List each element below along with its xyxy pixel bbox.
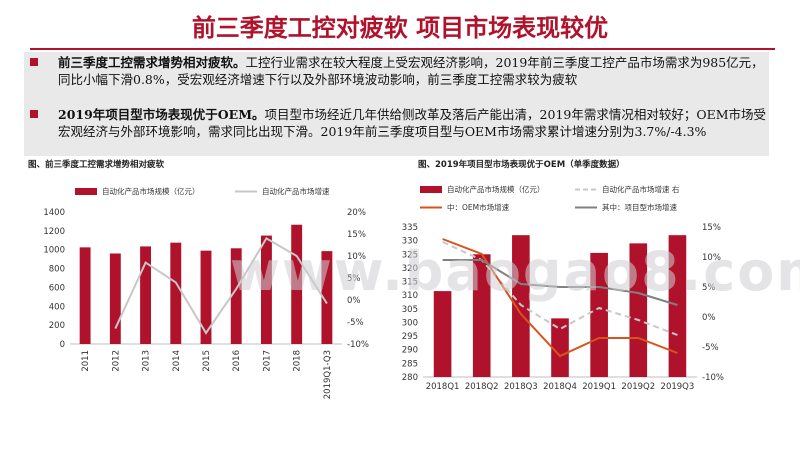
chart-2: 280 285 290 295 300 305 310 315 320 325 330 335 -10%…: [402, 184, 724, 392]
x-tick-label: 2016: [232, 350, 242, 372]
x-tick-label: 2013: [142, 350, 152, 372]
y-tick-label-left: 305: [402, 305, 418, 315]
x-tick-label: 2018Q4: [543, 382, 577, 392]
x-tick-label: 2011: [81, 350, 91, 372]
y-tick-label-left: 280: [402, 373, 418, 383]
x-tick-label: 2018Q1: [426, 382, 460, 392]
x-tick-label: 2018Q3: [504, 382, 538, 392]
bar: [170, 242, 182, 344]
y-tick-label-left: 320: [402, 264, 418, 274]
legend-label: 自动化产品市场规模（亿元）: [447, 184, 545, 194]
bullet-lead: 2019年项目型市场表现优于OEM。: [58, 107, 265, 122]
bar: [140, 246, 151, 344]
y-tick-label-right: -10%: [347, 340, 369, 350]
y-tick-label-right: -10%: [702, 373, 724, 383]
y-tick-label-left: 335: [402, 223, 418, 233]
y-tick-label-right: -5%: [702, 343, 719, 353]
bar: [590, 252, 608, 377]
bar: [79, 247, 91, 344]
series-line: [442, 259, 678, 306]
y-tick-label-right: -5%: [347, 318, 364, 328]
legend-label: 中：OEM市场增速: [447, 202, 510, 212]
x-tick-label: 2019Q1: [582, 382, 616, 392]
bullet-panel: 前三季度工控需求增势相对疲软。工控行业需求在较大程度上受宏观经济影响，2019年…: [24, 52, 769, 156]
y-tick-label-right: 15%: [347, 230, 366, 240]
x-tick-label: 2015: [202, 350, 212, 372]
legend-swatch-bar: [75, 188, 97, 195]
y-tick-label-left: 1400: [43, 208, 65, 218]
bar: [433, 291, 452, 377]
y-tick-label-right: 5%: [702, 283, 716, 293]
bullet-square-icon: [30, 58, 38, 66]
bullet-text: 项目型市场经近几年供给侧改革及落后产能出清，2019年需求情况相对较好；OEM市…: [58, 107, 767, 139]
y-tick-label-right: 20%: [347, 208, 366, 218]
x-tick-label: 2019Q1-Q3: [323, 350, 333, 399]
x-tick-label: 2018: [293, 350, 303, 372]
x-tick-label: 2019Q2: [621, 382, 655, 392]
y-tick-label-left: 800: [49, 265, 65, 275]
y-tick-label-left: 285: [402, 359, 418, 369]
bullet-item-1: 前三季度工控需求增势相对疲软。工控行业需求在较大程度上受宏观经济影响，2019年…: [24, 54, 769, 88]
legend-label: 自动化产品市场增速 右: [602, 184, 680, 194]
bar: [109, 253, 121, 344]
series-line: [114, 237, 328, 335]
bullet-text: 工控行业需求在较大程度上受宏观经济影响，2019年前三季度工控产品市场需求为98…: [58, 55, 764, 87]
bar: [261, 235, 272, 344]
series-line: [442, 238, 678, 358]
y-tick-label-right: 10%: [702, 253, 721, 263]
y-tick-label-left: 325: [402, 250, 418, 260]
x-tick-label: 2018Q2: [465, 382, 499, 392]
bar: [629, 243, 648, 377]
x-tick-label: 2012: [111, 350, 121, 372]
y-tick-label-right: 15%: [702, 223, 721, 233]
bar: [321, 251, 333, 344]
y-tick-label-left: 200: [49, 321, 65, 331]
chart-1-caption: 图、前三季度工控需求增势相对疲软: [28, 160, 165, 170]
x-tick-label: 2019Q3: [661, 382, 695, 392]
chart-2-caption: 图、2019年项目型市场表现优于OEM（单季度数据）: [418, 160, 625, 170]
y-tick-label-left: 400: [49, 302, 65, 312]
bullet-square-icon: [30, 110, 38, 118]
bar: [668, 235, 687, 377]
y-tick-label-right: 10%: [347, 252, 366, 262]
y-tick-label-left: 300: [402, 318, 418, 328]
x-tick-label: 2014: [172, 350, 182, 372]
y-tick-label-left: 295: [402, 332, 418, 342]
chart-1: 0 200 400 600 800 1000 1200 1400 -10% -5% 0% 5% 10% 1…: [43, 186, 369, 399]
bar: [230, 248, 242, 344]
bullet-lead: 前三季度工控需求增势相对疲软。: [58, 55, 246, 70]
legend-swatch-bar: [420, 186, 442, 193]
y-tick-label-right: 0%: [347, 296, 361, 306]
legend-label: 自动化产品市场规模（亿元）: [102, 186, 200, 196]
legend-label: 其中：项目型市场增速: [602, 202, 677, 212]
bar: [291, 224, 303, 344]
y-tick-label-left: 1000: [43, 246, 65, 256]
x-tick-label: 2017: [262, 350, 272, 372]
y-tick-label-right: 5%: [347, 274, 361, 284]
bar: [551, 318, 569, 377]
bullet-item-2: 2019年项目型市场表现优于OEM。项目型市场经近几年供给侧改革及落后产能出清，…: [24, 106, 769, 140]
y-tick-label-left: 330: [402, 237, 418, 247]
legend-label: 自动化产品市场增速: [262, 186, 330, 196]
bar: [472, 254, 491, 377]
y-tick-label-left: 600: [49, 283, 65, 293]
y-tick-label-right: 0%: [702, 313, 716, 323]
y-tick-label-left: 1200: [43, 227, 65, 237]
y-tick-label-left: 0: [60, 340, 65, 350]
y-tick-label-left: 310: [402, 291, 418, 301]
watermark: www.baogao8.com: [230, 240, 800, 303]
y-tick-label-left: 290: [402, 346, 418, 356]
page-title: 前三季度工控对疲软 项目市场表现较优: [191, 13, 609, 42]
bar: [200, 250, 212, 344]
title-divider: [30, 48, 775, 50]
y-tick-label-left: 315: [402, 278, 418, 288]
